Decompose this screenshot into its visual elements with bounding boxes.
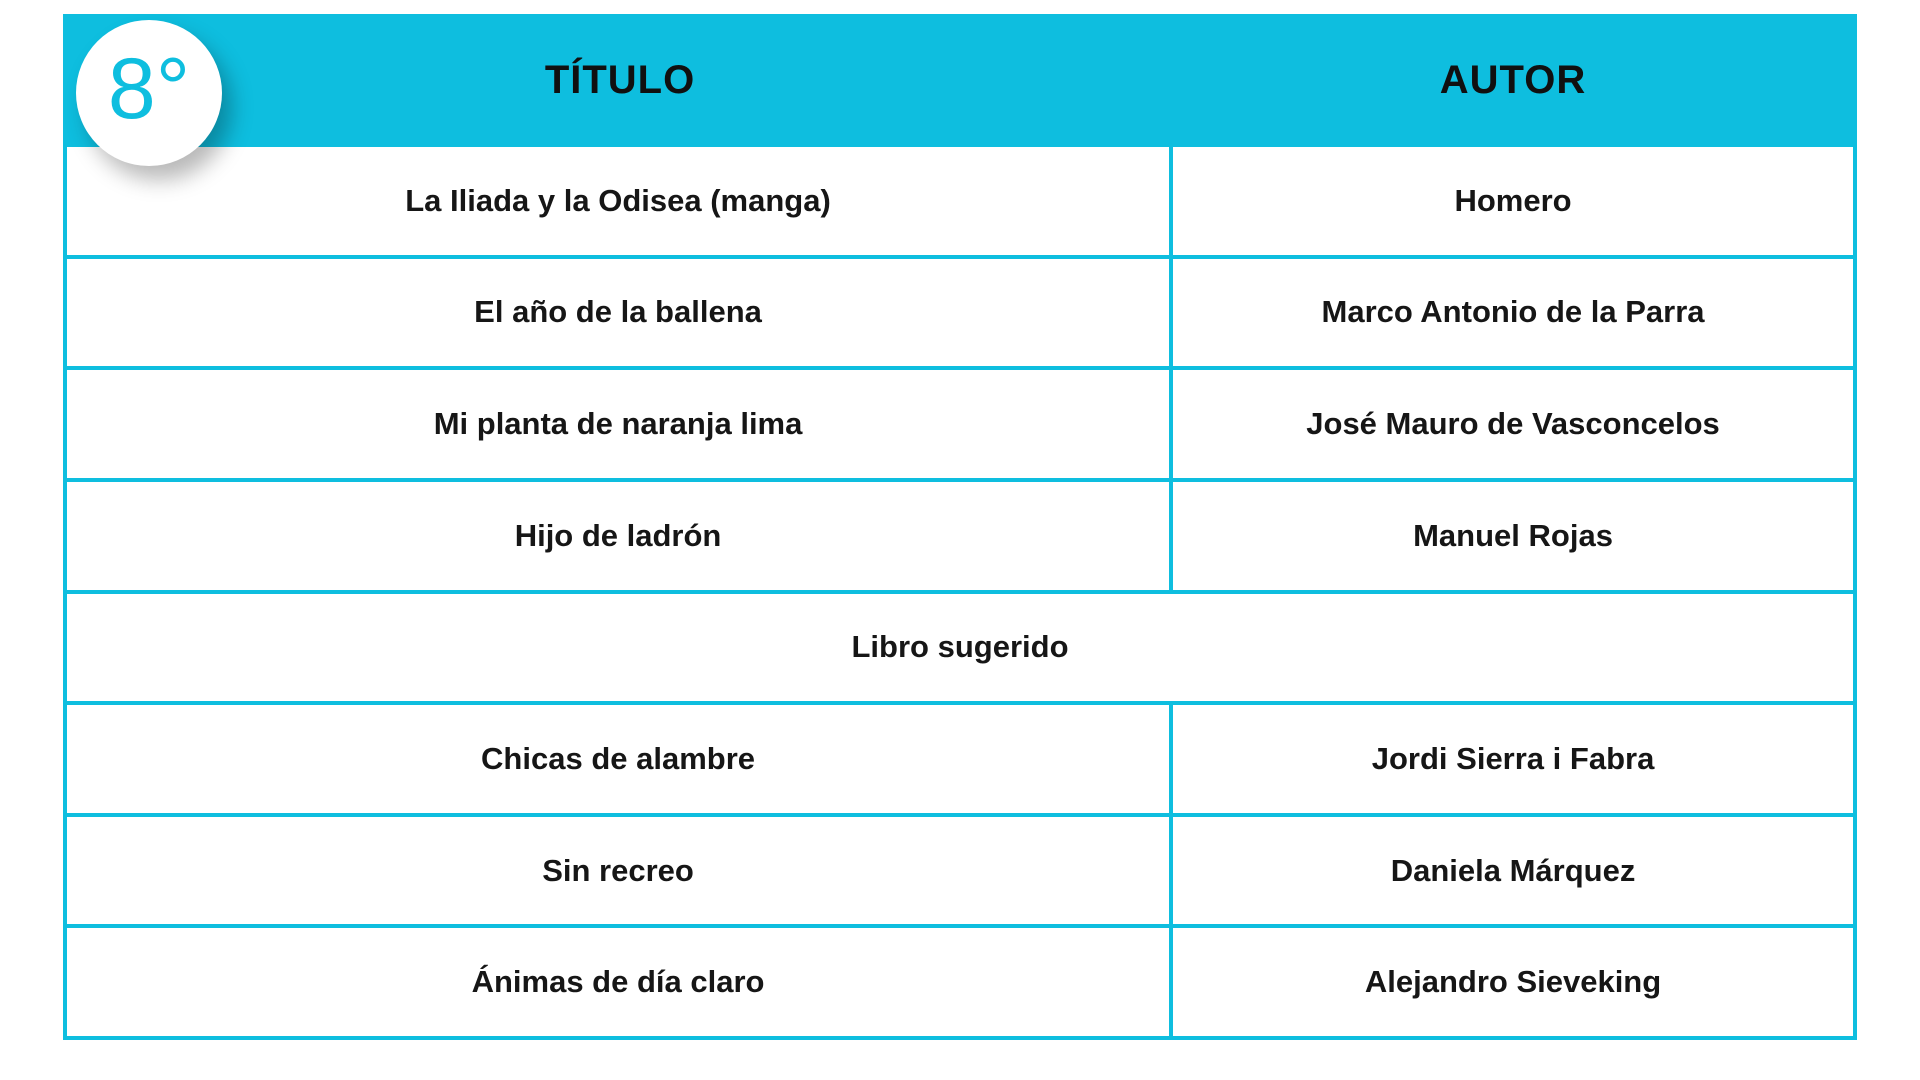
grade-badge-label: 8°	[107, 41, 191, 137]
table-header-row: TÍTULO AUTOR	[67, 14, 1853, 147]
title-cell: Ánimas de día claro	[67, 928, 1174, 1036]
table-row: Hijo de ladrón Manuel Rojas	[67, 477, 1853, 590]
author-cell: Homero	[1454, 182, 1572, 218]
table-row: Sin recreo Daniela Márquez	[67, 812, 1853, 925]
author-cell: Jordi Sierra i Fabra	[1371, 740, 1655, 776]
title-cell: Chicas de alambre	[67, 705, 1174, 813]
title-cell: Hijo de ladrón	[67, 481, 1174, 590]
author-cell: Daniela Márquez	[1390, 852, 1636, 888]
author-cell: José Mauro de Vasconcelos	[1306, 406, 1720, 442]
table-row: El año de la ballena Marco Antonio de la …	[67, 254, 1853, 367]
title-cell: Mi planta de naranja lima	[67, 370, 1174, 478]
column-header-autor: AUTOR	[1439, 58, 1587, 102]
section-label: Libro sugerido	[851, 629, 1069, 665]
grade-badge: 8°	[76, 20, 222, 166]
title-cell: El año de la ballena	[67, 258, 1174, 367]
author-cell: Alejandro Sieveking	[1364, 964, 1662, 1000]
title-cell: Sin recreo	[67, 816, 1174, 925]
column-header-titulo: TÍTULO	[544, 58, 696, 102]
table-row: Mi planta de naranja lima José Mauro de V…	[67, 366, 1853, 478]
table-body: La Iliada y la Odisea (manga) Homero El añ…	[67, 147, 1853, 1036]
reading-list-table: TÍTULO AUTOR La Iliada y la Odisea (mang…	[63, 14, 1857, 1040]
author-cell: Marco Antonio de la Parra	[1321, 294, 1705, 330]
table-row: Ánimas de día claro Alejandro Sieveking	[67, 924, 1853, 1036]
author-cell: Manuel Rojas	[1413, 517, 1613, 553]
table-row: La Iliada y la Odisea (manga) Homero	[67, 147, 1853, 255]
section-row: Libro sugerido	[67, 589, 1853, 702]
table-row: Chicas de alambre Jordi Sierra i Fabra	[67, 701, 1853, 813]
title-cell: La Iliada y la Odisea (manga)	[67, 147, 1174, 255]
